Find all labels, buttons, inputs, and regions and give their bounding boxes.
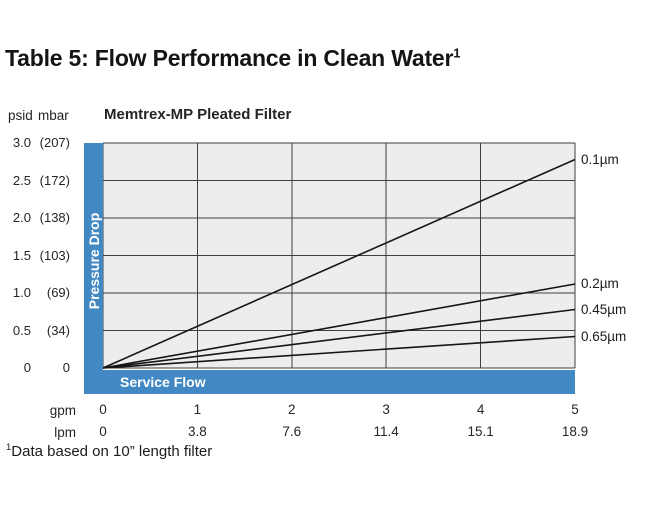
chart-title: Memtrex-MP Pleated Filter	[104, 106, 292, 123]
title-superscript: 1	[453, 45, 461, 61]
series-line-0.65µm	[102, 335, 576, 369]
x-tick-lpm: 0	[99, 424, 107, 439]
x-tick-lpm: 18.9	[561, 424, 589, 439]
x-tick-lpm: 3.8	[188, 424, 207, 439]
series-line-0.1µm	[102, 158, 576, 369]
y-tick-psid: 0.5	[12, 322, 31, 338]
y-axis-unit-psid: psid	[8, 108, 33, 123]
y-tick-row: 0.5 (34)	[0, 323, 70, 339]
y-tick-mbar: 0	[62, 360, 70, 375]
series-label: 0.65µm	[581, 328, 627, 344]
y-tick-mbar: (69)	[46, 285, 70, 300]
y-axis-unit-mbar: mbar	[38, 108, 69, 123]
x-tick-gpm: 0	[99, 402, 107, 417]
y-tick-mbar: (138)	[39, 210, 70, 225]
x-tick-gpm: 4	[476, 402, 485, 417]
service-flow-bar: Service Flow	[103, 370, 575, 394]
y-tick-psid: 2.5	[12, 172, 31, 188]
y-tick-row: 1.0 (69)	[0, 285, 70, 301]
x-tick-gpm: 2	[288, 402, 296, 417]
x-tick-gpm: 3	[382, 402, 390, 417]
y-tick-psid: 1.0	[12, 285, 31, 300]
y-tick-mbar: (172)	[39, 172, 70, 188]
y-tick-row: 2.0 (138)	[0, 210, 70, 226]
series-line-0.2µm	[102, 283, 576, 369]
y-tick-psid: 1.5	[12, 247, 31, 263]
y-tick-mbar: (103)	[39, 247, 70, 263]
footnote: 1Data based on 10” length filter	[6, 442, 212, 460]
y-tick-row: 3.0 (207)	[0, 135, 70, 151]
y-tick-row: 2.5 (172)	[0, 173, 70, 189]
x-tick-gpm: 1	[193, 402, 202, 417]
series-line-0.45µm	[102, 308, 576, 369]
x-axis-unit-gpm: gpm	[49, 403, 76, 418]
y-tick-psid: 3.0	[12, 135, 31, 150]
series-label: 0.2µm	[581, 276, 619, 291]
x-tick-gpm: 5	[571, 402, 579, 417]
y-tick-mbar: (207)	[39, 135, 70, 150]
y-axis-label: Pressure Drop	[85, 212, 102, 310]
footnote-superscript: 1	[6, 442, 12, 453]
y-tick-psid: 2.0	[12, 210, 31, 225]
page-title: Table 5: Flow Performance in Clean Water…	[5, 45, 461, 72]
x-tick-lpm: 7.6	[282, 424, 302, 439]
y-tick-row: 1.5 (103)	[0, 248, 70, 264]
series-label: 0.45µm	[581, 301, 627, 317]
y-tick-mbar: (34)	[46, 322, 70, 338]
y-tick-psid: 0	[23, 360, 31, 375]
pressure-drop-bar: Pressure Drop	[84, 143, 103, 394]
x-tick-lpm: 11.4	[373, 424, 399, 439]
x-axis-unit-lpm: lpm	[54, 425, 76, 440]
footnote-text: Data based on 10” length filter	[11, 443, 213, 460]
x-axis-label: Service Flow	[120, 374, 206, 390]
x-tick-lpm: 15.1	[467, 424, 494, 439]
series-label: 0.1µm	[581, 151, 619, 167]
page-title-text: Table 5: Flow Performance in Clean Water	[5, 45, 454, 71]
